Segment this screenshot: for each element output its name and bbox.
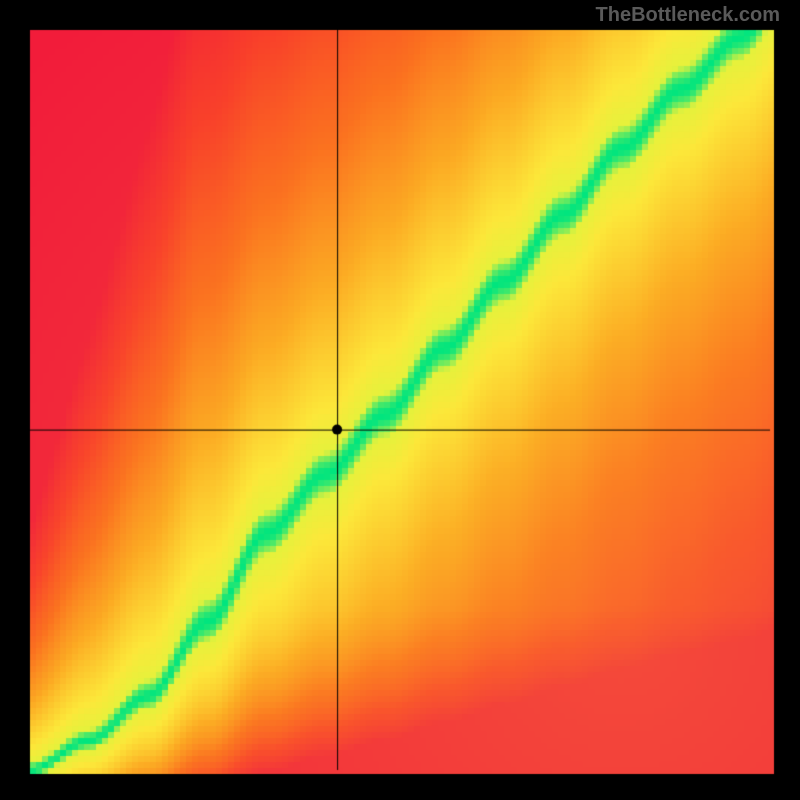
- bottleneck-heatmap: [0, 0, 800, 800]
- chart-container: TheBottleneck.com: [0, 0, 800, 800]
- watermark-text: TheBottleneck.com: [596, 4, 780, 27]
